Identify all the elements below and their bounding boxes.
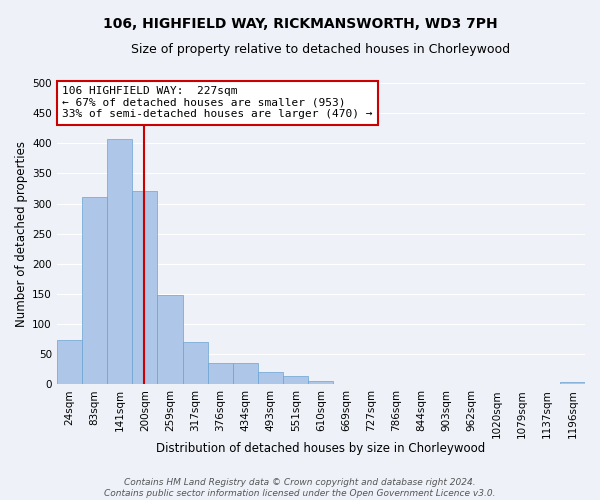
- Bar: [208, 362, 233, 384]
- Title: Size of property relative to detached houses in Chorleywood: Size of property relative to detached ho…: [131, 42, 511, 56]
- Bar: [182, 342, 208, 384]
- Text: 106 HIGHFIELD WAY:  227sqm
← 67% of detached houses are smaller (953)
33% of sem: 106 HIGHFIELD WAY: 227sqm ← 67% of detac…: [62, 86, 373, 120]
- Bar: [283, 376, 308, 384]
- Bar: [107, 139, 132, 384]
- Bar: [132, 192, 157, 384]
- Bar: [560, 382, 585, 384]
- Text: 106, HIGHFIELD WAY, RICKMANSWORTH, WD3 7PH: 106, HIGHFIELD WAY, RICKMANSWORTH, WD3 7…: [103, 18, 497, 32]
- Bar: [57, 340, 82, 384]
- Bar: [233, 362, 258, 384]
- Bar: [157, 295, 182, 384]
- Bar: [258, 372, 283, 384]
- Text: Contains HM Land Registry data © Crown copyright and database right 2024.
Contai: Contains HM Land Registry data © Crown c…: [104, 478, 496, 498]
- Bar: [308, 380, 334, 384]
- Y-axis label: Number of detached properties: Number of detached properties: [15, 140, 28, 326]
- X-axis label: Distribution of detached houses by size in Chorleywood: Distribution of detached houses by size …: [156, 442, 485, 455]
- Bar: [82, 197, 107, 384]
